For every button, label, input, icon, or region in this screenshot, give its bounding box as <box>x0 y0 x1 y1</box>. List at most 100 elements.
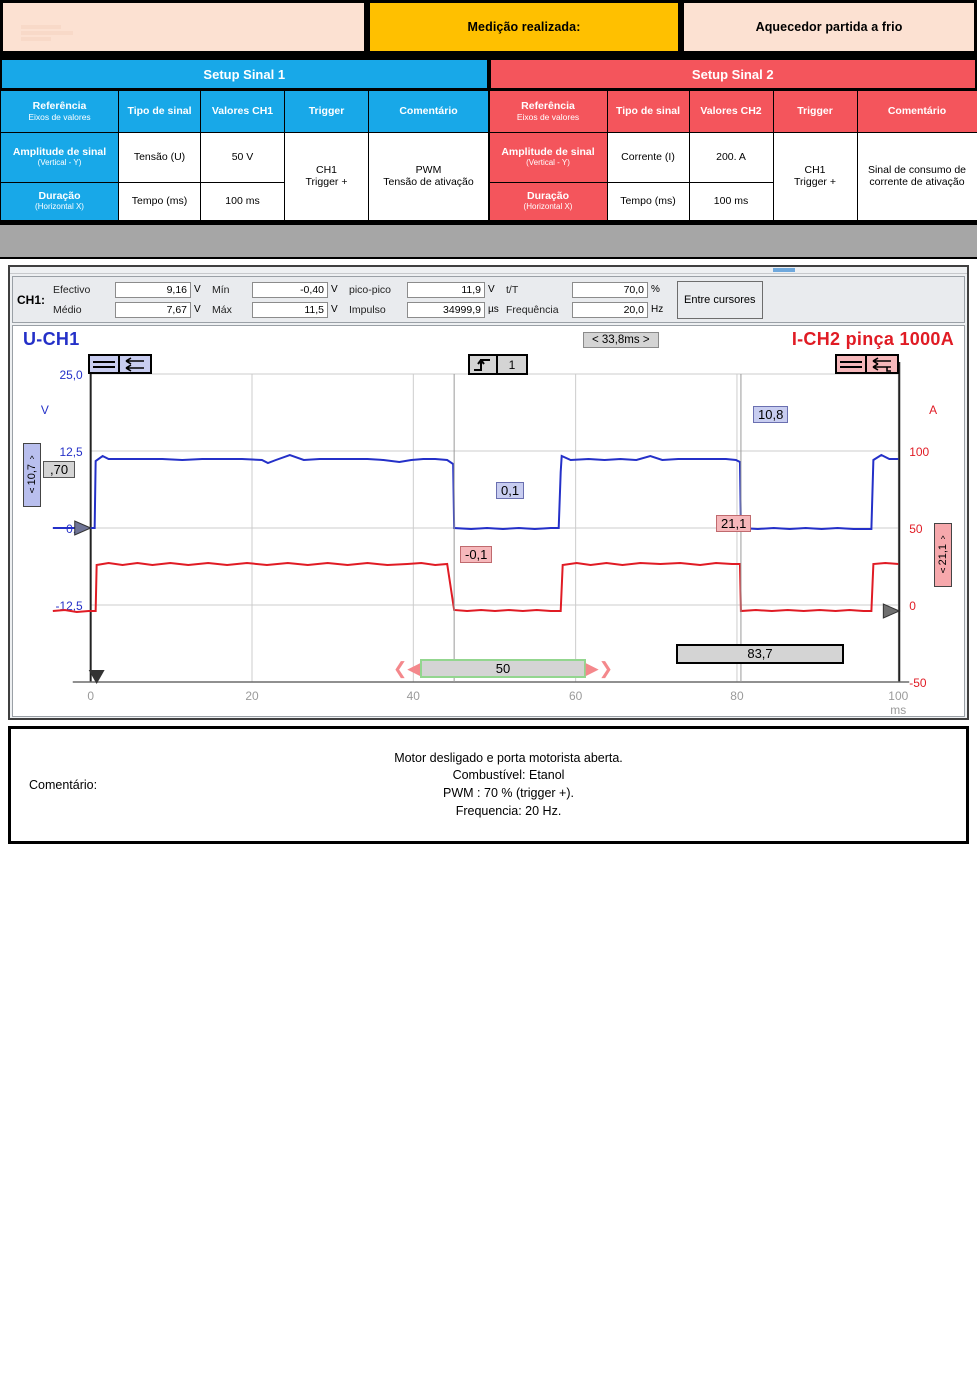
ch1-cursor-handles[interactable] <box>88 354 152 374</box>
setup2-col-tipo: Tipo de sinal <box>606 90 690 133</box>
setup2-row0-ref-sub: (Vertical - Y) <box>526 157 570 167</box>
setup1-row0-valor: 50 V <box>200 132 285 183</box>
setup2-title: Setup Sinal 2 <box>488 58 977 90</box>
frequencia-value[interactable]: 20,0 <box>572 301 648 318</box>
setup2-comment-line1: Sinal de consumo de <box>867 163 967 176</box>
setup1-row0-ref: Amplitude de sinal (Vertical - Y) <box>0 132 119 183</box>
table-row: Amplitude de sinal (Vertical - Y) Corren… <box>488 132 977 221</box>
ch1-cursor-readout[interactable]: ,70 <box>43 461 76 478</box>
y-left-tick-25: 25,0 <box>59 368 83 382</box>
ch1-level-slider[interactable]: ^ 10,7 v <box>23 443 41 507</box>
scroll-left-arrow-icon[interactable]: ❮◀ <box>393 658 421 678</box>
trigger-channel-label[interactable]: 1 <box>498 354 528 375</box>
comment-line-1: Motor desligado e porta motorista aberta… <box>394 750 623 765</box>
setup1-col-referencia-text: Referência <box>32 99 87 112</box>
y-right-tick-0: 0 <box>909 599 916 613</box>
setup1-row0-tipo: Tensão (U) <box>118 132 201 183</box>
plot-title-ch2: I-CH2 pinça 1000A <box>791 329 954 349</box>
ch2-zero-marker-icon <box>882 603 901 619</box>
tt-value[interactable]: 70,0 <box>572 281 648 298</box>
report-sheet: Medição realizada: Aquecedor partida a f… <box>0 0 977 844</box>
setup2-row1-ref: Duração (Horizontal X) <box>488 182 608 221</box>
ch1-cursor-level-icon[interactable] <box>88 354 120 374</box>
medio-unit: V <box>194 304 201 315</box>
trigger-rising-edge-icon[interactable] <box>468 354 498 375</box>
annotation-ch1-high: 10,8 <box>753 406 789 423</box>
medio-value[interactable]: 7,67 <box>115 301 191 318</box>
ch2-cursor-shift-icon[interactable] <box>867 354 899 374</box>
logo-cell <box>0 0 367 54</box>
impulso-label: Impulso <box>349 303 386 316</box>
max-value[interactable]: 11,5 <box>252 301 328 318</box>
ch2-level-slider[interactable]: ^ 21,1 v <box>934 523 952 587</box>
oscilloscope-window: CH1: Efectivo 9,16 V Médio 7,67 V Mín -0,40 V … <box>8 265 969 720</box>
efectivo-unit: V <box>194 284 201 295</box>
measurement-label: Medição realizada: <box>467 20 581 34</box>
ch1-cursor-shift-left-icon[interactable] <box>120 354 152 374</box>
x-tick-0: 0 <box>87 689 94 703</box>
setup2-col-referencia-sub: Eixos de valores <box>516 111 580 122</box>
setup1-col-comentario: Comentário <box>368 90 489 133</box>
picopico-value[interactable]: 11,9 <box>407 281 485 298</box>
tt-unit: % <box>651 284 660 295</box>
annotation-ch2-low: -0,1 <box>460 546 493 563</box>
medio-label: Médio <box>53 303 82 316</box>
max-label: Máx <box>212 303 232 316</box>
comment-section: Comentário: Motor desligado e porta moto… <box>8 726 969 844</box>
y-right-unit: A <box>929 403 937 417</box>
time-span-scrollbar[interactable]: ❮◀ 50 ▶❯ <box>393 659 613 678</box>
divider-band <box>0 225 977 259</box>
setup1-trigger-line2: Trigger + <box>305 175 348 188</box>
min-unit: V <box>331 284 338 295</box>
measurement-value: Aquecedor partida a frio <box>755 20 903 34</box>
comment-line-3: PWM : 70 % (trigger +). <box>443 786 574 800</box>
frequencia-label: Frequência <box>506 303 559 316</box>
setup2-row1-tipo: Tempo (ms) <box>606 182 690 221</box>
trigger-indicator[interactable]: 1 <box>468 354 528 375</box>
setup1-comment-line1: PWM <box>415 163 442 176</box>
setup1-trigger-line1: CH1 <box>315 163 337 176</box>
picopico-label: pico-pico <box>349 283 392 296</box>
setup2-row1-ref-sub: (Horizontal X) <box>523 201 573 211</box>
delta-time-badge[interactable]: < 33,8ms > <box>583 332 659 348</box>
ch2-cursor-handles[interactable] <box>835 354 899 374</box>
entre-cursores-button[interactable]: Entre cursores <box>677 280 763 319</box>
x-tick-100: 100 <box>888 689 908 703</box>
setup2-comment-line2: corrente de ativação <box>869 175 965 188</box>
ch1-zero-marker-icon <box>74 520 92 536</box>
slider-down-arrow-icon-2: v <box>940 564 946 575</box>
setup2-table: Referência Eixos de valores Tipo de sina… <box>488 90 977 221</box>
report-header: Medição realizada: Aquecedor partida a f… <box>0 0 977 58</box>
y-left-tick-12: 12,5 <box>59 445 83 459</box>
setup1-row1-ref-sub: (Horizontal X) <box>35 201 84 211</box>
min-value[interactable]: -0,40 <box>252 281 328 298</box>
slider-up-arrow-icon-2: ^ <box>940 534 946 545</box>
plot-svg: 25,0 12,5 0,0 -12,5 V 100 50 0 -50 A 0 2… <box>41 362 937 717</box>
setup2-row0-ref-text: Amplitude de sinal <box>501 146 595 159</box>
setup1-col-valores: Valores CH1 <box>200 90 285 133</box>
setup1-col-referencia: Referência Eixos de valores <box>0 90 119 133</box>
scroll-right-arrow-icon[interactable]: ▶❯ <box>585 658 613 678</box>
x-tick-20: 20 <box>245 689 259 703</box>
frequencia-unit: Hz <box>651 304 664 315</box>
y-left-unit: V <box>41 403 49 417</box>
setup2-trigger-line2: Trigger + <box>794 175 836 188</box>
setup1-col-trigger: Trigger <box>284 90 369 133</box>
comment-line-4: Frequencia: 20 Hz. <box>455 803 562 818</box>
setup1-row0-ref-text: Amplitude de sinal <box>12 146 107 159</box>
trigger-position-marker-icon <box>88 670 105 684</box>
setup2-col-trigger: Trigger <box>772 90 858 133</box>
setup2-row1-ref-text: Duração <box>526 190 569 203</box>
time-span-value[interactable]: 50 <box>420 659 586 678</box>
setup1-row1-valor: 100 ms <box>200 182 285 221</box>
setup1-row0-ref-sub: (Vertical - Y) <box>37 157 82 167</box>
efectivo-value[interactable]: 9,16 <box>115 281 191 298</box>
y-right-tick-100: 100 <box>909 445 929 459</box>
setup1-title: Setup Sinal 1 <box>0 58 489 90</box>
cursor-time-readout[interactable]: 83,7 <box>676 644 844 664</box>
y-right-tick-neg50: -50 <box>909 676 927 690</box>
ch2-cursor-level-icon[interactable] <box>835 354 867 374</box>
setup2-col-referencia: Referência Eixos de valores <box>488 90 608 133</box>
setup2-row0-tipo: Corrente (I) <box>606 132 690 183</box>
impulso-value[interactable]: 34999,9 <box>407 301 485 318</box>
